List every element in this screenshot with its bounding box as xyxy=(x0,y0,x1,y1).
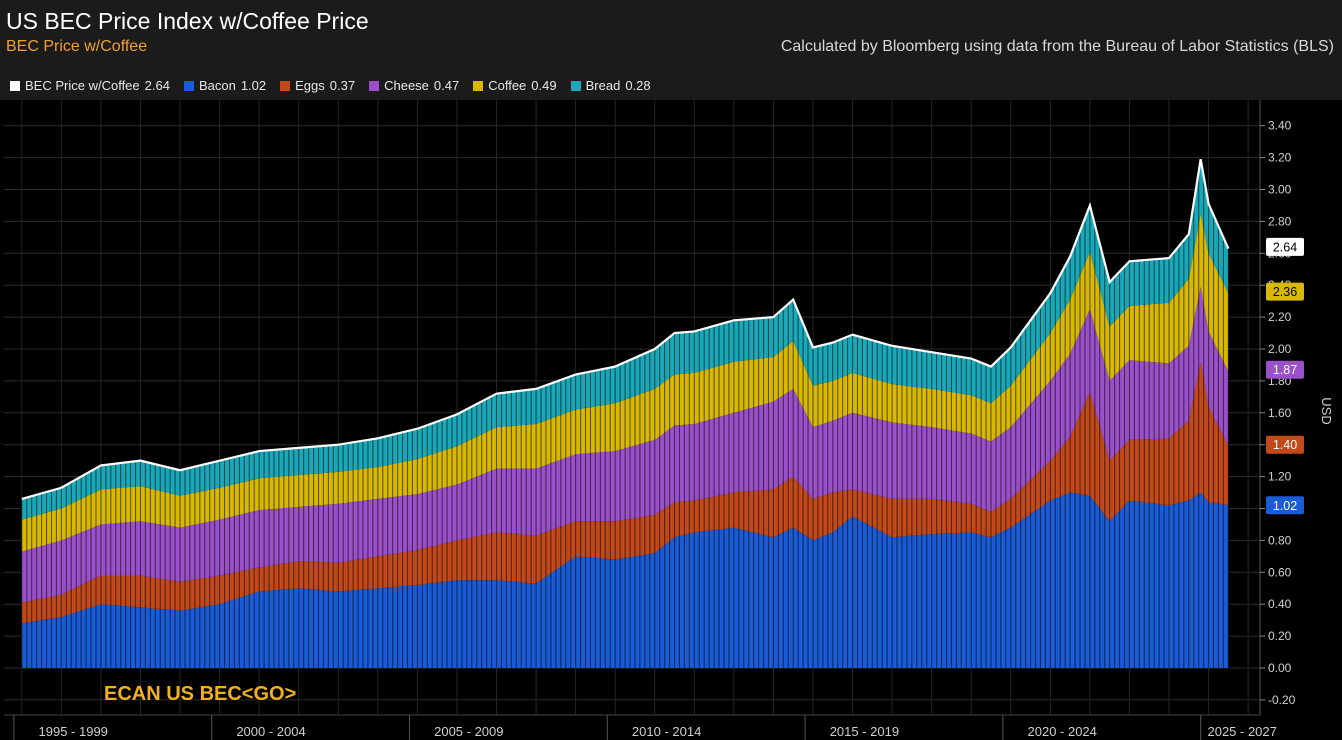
legend-item-bread[interactable]: Bread 0.28 xyxy=(570,78,651,93)
y-tick-label: 3.00 xyxy=(1268,183,1292,197)
legend-item-bacon[interactable]: Bacon 1.02 xyxy=(183,78,267,93)
end-label-box xyxy=(1266,435,1304,454)
end-label-text: 1.02 xyxy=(1273,499,1297,513)
end-label-box xyxy=(1266,282,1304,301)
end-label-text: 1.87 xyxy=(1273,363,1297,377)
area-coffee xyxy=(21,213,1229,552)
y-tick-label: 0.40 xyxy=(1268,597,1292,611)
x-tick-label: 2005 - 2009 xyxy=(434,724,503,739)
end-label-box xyxy=(1266,496,1304,515)
legend-value: 0.49 xyxy=(531,78,557,93)
legend-swatch xyxy=(10,80,20,91)
line-bec-total xyxy=(21,159,1230,500)
x-tick-label: 2010 - 2014 xyxy=(632,724,701,739)
y-tick-label: 0.20 xyxy=(1268,629,1292,643)
y-tick-label: 3.20 xyxy=(1268,151,1292,165)
legend-label: Coffee xyxy=(488,78,527,93)
legend-swatch xyxy=(280,80,291,91)
end-label-text: 2.64 xyxy=(1273,240,1297,254)
legend-value: 0.37 xyxy=(329,78,356,93)
legend-label: Cheese xyxy=(384,78,429,93)
legend-item-eggs[interactable]: Eggs 0.37 xyxy=(280,78,355,93)
source-note: Calculated by Bloomberg using data from … xyxy=(780,38,1334,55)
stacked-area-chart: 3.403.203.002.802.602.402.202.001.801.60… xyxy=(4,100,1334,740)
legend-label: Bacon xyxy=(198,78,236,93)
legend-swatch xyxy=(369,80,380,91)
y-tick-label: 1.20 xyxy=(1268,470,1292,484)
legend-label: Eggs xyxy=(295,78,325,93)
legend-swatch xyxy=(473,80,484,91)
x-tick-label: 2000 - 2004 xyxy=(236,724,305,739)
y-tick-label: 0.80 xyxy=(1268,533,1292,547)
chart-subtitle: BEC Price w/Coffee xyxy=(6,38,148,55)
x-tick-label: 1995 - 1999 xyxy=(39,724,108,739)
legend-value: 0.28 xyxy=(625,78,651,93)
legend-value: 0.47 xyxy=(433,78,460,93)
legend-value: 1.02 xyxy=(240,78,267,93)
y-axis-title: USD xyxy=(1319,397,1334,424)
area-bread xyxy=(21,159,1229,520)
end-label-text: 2.36 xyxy=(1273,285,1297,299)
legend-item-coffee[interactable]: Coffee 0.49 xyxy=(473,78,557,93)
legend-label: Bread xyxy=(585,78,621,93)
y-tick-label: 2.00 xyxy=(1268,342,1292,356)
end-label-text: 1.40 xyxy=(1273,438,1297,452)
y-tick-label: 2.20 xyxy=(1268,310,1292,324)
area-eggs xyxy=(21,361,1229,624)
chart-title: US BEC Price Index w/Coffee Price xyxy=(6,8,369,34)
x-tick-label: 2020 - 2024 xyxy=(1028,724,1097,739)
x-tick-label: 2025 - 2027 xyxy=(1207,724,1276,739)
y-tick-label: 3.40 xyxy=(1268,119,1292,133)
legend-label: BEC Price w/Coffee xyxy=(25,78,140,93)
y-tick-label: 0.00 xyxy=(1268,661,1292,675)
legend-value: 2.64 xyxy=(144,78,170,93)
y-tick-label: -0.20 xyxy=(1268,693,1296,707)
y-tick-label: 0.60 xyxy=(1268,565,1292,579)
y-tick-label: 1.60 xyxy=(1268,406,1292,420)
legend-swatch xyxy=(183,80,194,91)
y-tick-label: 2.80 xyxy=(1268,214,1292,228)
legend-item-cheese[interactable]: Cheese 0.47 xyxy=(369,78,459,93)
ticker-command: ECAN US BEC<GO> xyxy=(104,683,297,705)
end-label-box xyxy=(1266,237,1304,256)
end-label-box xyxy=(1266,360,1304,379)
legend: BEC Price w/Coffee 2.64 Bacon 1.02 Eggs … xyxy=(10,78,651,93)
legend-item-total[interactable]: BEC Price w/Coffee 2.64 xyxy=(10,78,170,93)
chart-header: US BEC Price Index w/Coffee Price BEC Pr… xyxy=(0,0,1342,100)
legend-swatch xyxy=(570,80,581,91)
x-tick-label: 2015 - 2019 xyxy=(830,724,899,739)
